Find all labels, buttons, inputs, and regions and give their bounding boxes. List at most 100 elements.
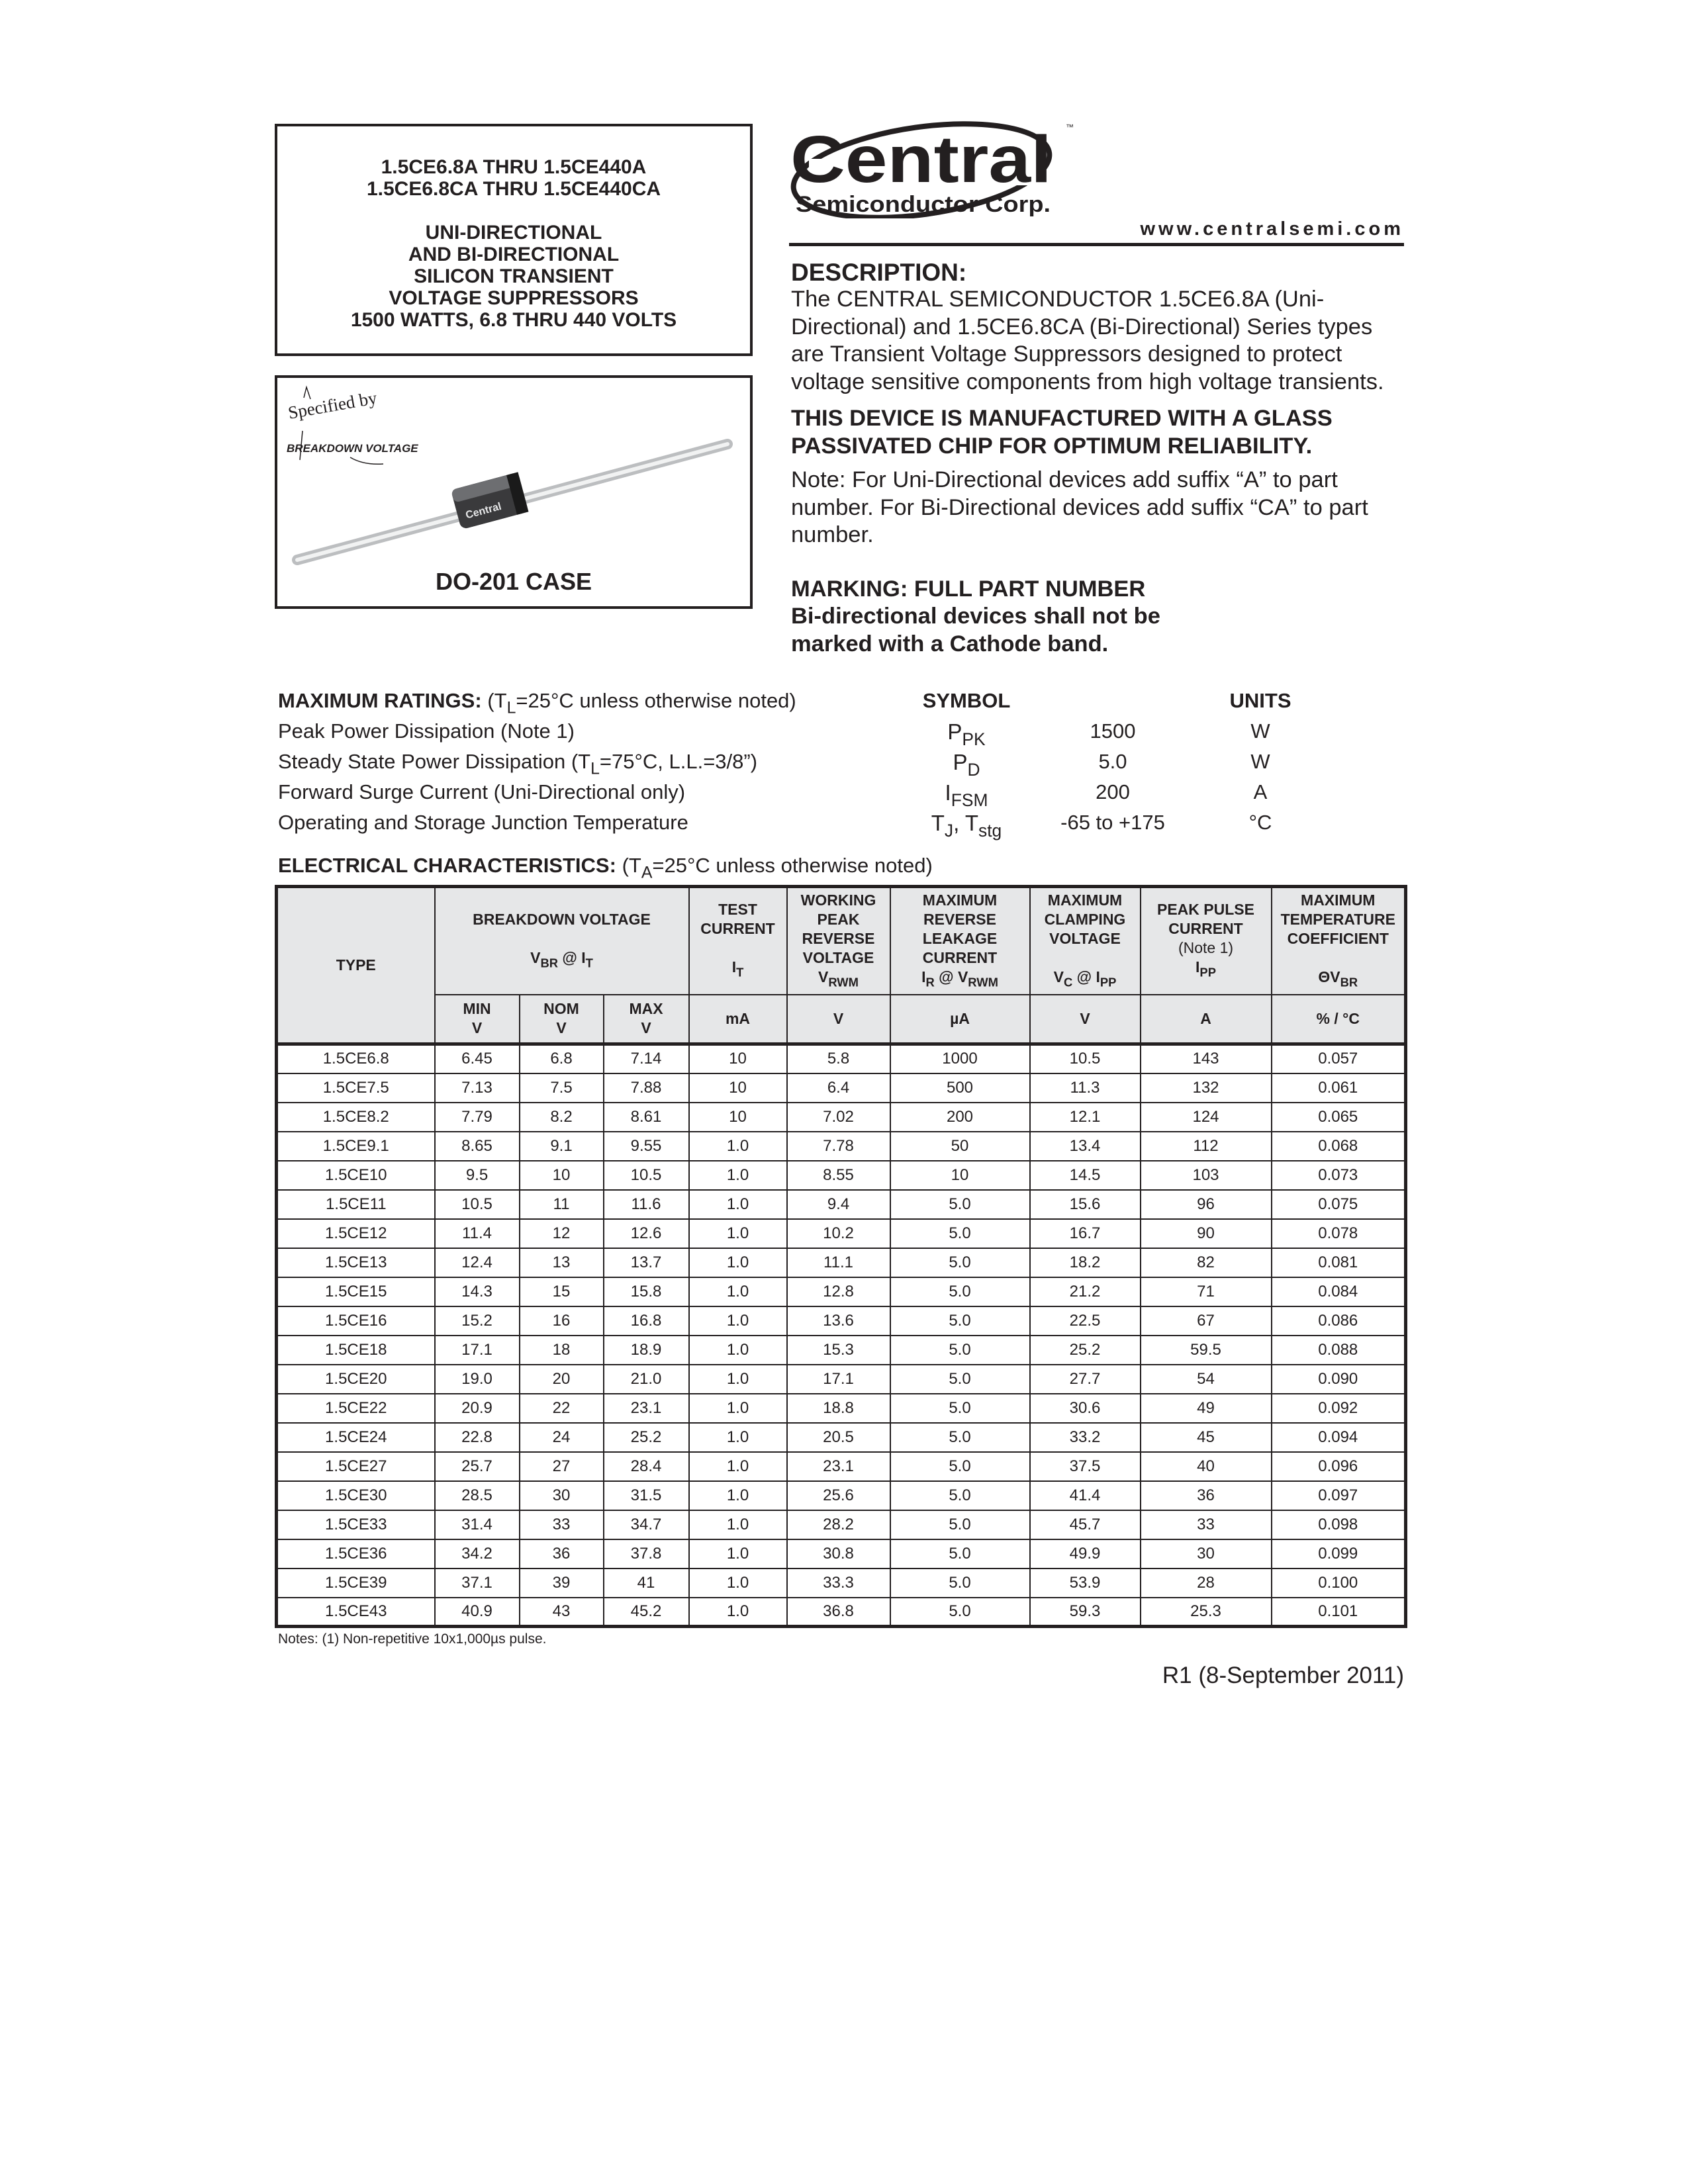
table-cell: 25.3 (1139, 1596, 1272, 1627)
table-cell: 1.0 (688, 1451, 788, 1482)
table-cell: 59.3 (1029, 1596, 1141, 1627)
table-cell: 5.0 (889, 1422, 1031, 1453)
table-cell: 36 (1139, 1480, 1272, 1511)
table-cell: 34.7 (602, 1509, 690, 1540)
table-row: 1.5CE24 22.8 24 25.2 1.0 20.5 5.0 33.2 45 0.094 (275, 1422, 1407, 1453)
table-cell: 0.081 (1270, 1247, 1407, 1278)
table-cell: 0.101 (1270, 1596, 1407, 1627)
table-row: 1.5CE7.5 7.13 7.5 7.88 10 6.4 500 11.3 132 0.061 (275, 1072, 1407, 1103)
table-cell: 25.2 (1029, 1334, 1141, 1365)
table-cell: 71 (1139, 1276, 1272, 1307)
table-cell: 1.0 (688, 1247, 788, 1278)
table-cell: 96 (1139, 1189, 1272, 1220)
table-cell: 82 (1139, 1247, 1272, 1278)
table-row: 1.5CE18 17.1 18 18.9 1.0 15.3 5.0 25.2 59.5 0.088 (275, 1334, 1407, 1365)
svg-text:Semiconductor Corp.: Semiconductor Corp. (796, 192, 1051, 217)
table-cell: 10 (688, 1043, 788, 1074)
description-heading: DESCRIPTION: (791, 259, 967, 286)
table-cell: 30.6 (1029, 1392, 1141, 1424)
table-cell: 0.097 (1270, 1480, 1407, 1511)
table-cell: 49 (1139, 1392, 1272, 1424)
table-row: 1.5CE36 34.2 36 37.8 1.0 30.8 5.0 49.9 30 0.099 (275, 1538, 1407, 1569)
title-line: UNI-DIRECTIONAL (425, 222, 602, 244)
table-cell: 33.2 (1029, 1422, 1141, 1453)
table-cell: 1.5CE9.1 (275, 1130, 436, 1161)
table-row: 1.5CE13 12.4 13 13.7 1.0 11.1 5.0 18.2 82 0.081 (275, 1247, 1407, 1278)
table-cell: 1.0 (688, 1334, 788, 1365)
table-cell: 21.0 (602, 1363, 690, 1394)
table-cell: 5.0 (889, 1451, 1031, 1482)
unit-a: A (1139, 993, 1272, 1045)
table-cell: 7.13 (434, 1072, 520, 1103)
title-box: 1.5CE6.8A THRU 1.5CE440A 1.5CE6.8CA THRU… (275, 124, 753, 356)
table-cell: 5.0 (889, 1567, 1031, 1598)
table-cell: 31.4 (434, 1509, 520, 1540)
table-cell: 13 (518, 1247, 604, 1278)
table-cell: 103 (1139, 1160, 1272, 1191)
symbol-header: SYMBOL (922, 689, 1011, 712)
col-leakage: MAXIMUM REVERSE LEAKAGE CURRENT IR @ VRWM (889, 886, 1031, 995)
table-cell: 1.0 (688, 1189, 788, 1220)
table-cell: 1.5CE30 (275, 1480, 436, 1511)
table-cell: 16 (518, 1305, 604, 1336)
table-cell: 143 (1139, 1043, 1272, 1074)
table-cell: 37.5 (1029, 1451, 1141, 1482)
table-cell: 1.0 (688, 1538, 788, 1569)
title-line: AND BI-DIRECTIONAL (408, 244, 620, 265)
table-cell: 36 (518, 1538, 604, 1569)
table-cell: 22 (518, 1392, 604, 1424)
website-link[interactable]: www.centralsemi.com (1140, 218, 1404, 240)
table-cell: 1.5CE43 (275, 1596, 436, 1627)
table-cell: 33 (1139, 1509, 1272, 1540)
table-cell: 5.0 (889, 1305, 1031, 1336)
table-cell: 500 (889, 1072, 1031, 1103)
table-cell: 7.79 (434, 1101, 520, 1132)
table-cell: 1.0 (688, 1596, 788, 1627)
table-cell: 90 (1139, 1218, 1272, 1249)
table-cell: 13.6 (786, 1305, 891, 1336)
table-cell: 36.8 (786, 1596, 891, 1627)
table-cell: 0.099 (1270, 1538, 1407, 1569)
table-cell: 27 (518, 1451, 604, 1482)
table-cell: 0.073 (1270, 1160, 1407, 1191)
table-cell: 67 (1139, 1305, 1272, 1336)
electrical-characteristics-heading: ELECTRICAL CHARACTERISTICS: (TA=25°C unl… (278, 854, 933, 882)
table-row: 1.5CE22 20.9 22 23.1 1.0 18.8 5.0 30.6 49 0.092 (275, 1392, 1407, 1424)
table-cell: 15.3 (786, 1334, 891, 1365)
table-cell: 24 (518, 1422, 604, 1453)
table-cell: 132 (1139, 1072, 1272, 1103)
table-cell: 200 (889, 1101, 1031, 1132)
table-cell: 8.2 (518, 1101, 604, 1132)
table-row: 1.5CE11 10.5 11 11.6 1.0 9.4 5.0 15.6 96 0.075 (275, 1189, 1407, 1220)
table-row: 1.5CE27 25.7 27 28.4 1.0 23.1 5.0 37.5 40 0.096 (275, 1451, 1407, 1482)
table-cell: 9.55 (602, 1130, 690, 1161)
table-cell: 37.1 (434, 1567, 520, 1598)
table-cell: 22.5 (1029, 1305, 1141, 1336)
table-cell: 6.4 (786, 1072, 891, 1103)
table-cell: 12.8 (786, 1276, 891, 1307)
breakdown-voltage-text: BREAKDOWN VOLTAGE (287, 442, 418, 455)
table-cell: 11.4 (434, 1218, 520, 1249)
table-cell: 124 (1139, 1101, 1272, 1132)
table-cell: 40 (1139, 1451, 1272, 1482)
table-cell: 14.3 (434, 1276, 520, 1307)
table-cell: 1.0 (688, 1130, 788, 1161)
table-cell: 1.0 (688, 1509, 788, 1540)
table-cell: 19.0 (434, 1363, 520, 1394)
table-cell: 20.9 (434, 1392, 520, 1424)
table-cell: 13.4 (1029, 1130, 1141, 1161)
table-cell: 1.5CE8.2 (275, 1101, 436, 1132)
table-cell: 1.5CE7.5 (275, 1072, 436, 1103)
table-cell: 0.065 (1270, 1101, 1407, 1132)
table-cell: 30.8 (786, 1538, 891, 1569)
rating-row: Forward Surge Current (Uni-Directional o… (278, 780, 1268, 811)
table-cell: 43 (518, 1596, 604, 1627)
table-cell: 1.0 (688, 1276, 788, 1307)
table-cell: 18.8 (786, 1392, 891, 1424)
description-body: The CENTRAL SEMICONDUCTOR 1.5CE6.8A (Uni… (791, 287, 1384, 394)
table-row: 1.5CE6.8 6.45 6.8 7.14 10 5.8 1000 10.5 143 0.057 (275, 1043, 1407, 1074)
table-cell: 17.1 (786, 1363, 891, 1394)
table-cell: 5.0 (889, 1189, 1031, 1220)
table-cell: 31.5 (602, 1480, 690, 1511)
table-cell: 14.5 (1029, 1160, 1141, 1191)
